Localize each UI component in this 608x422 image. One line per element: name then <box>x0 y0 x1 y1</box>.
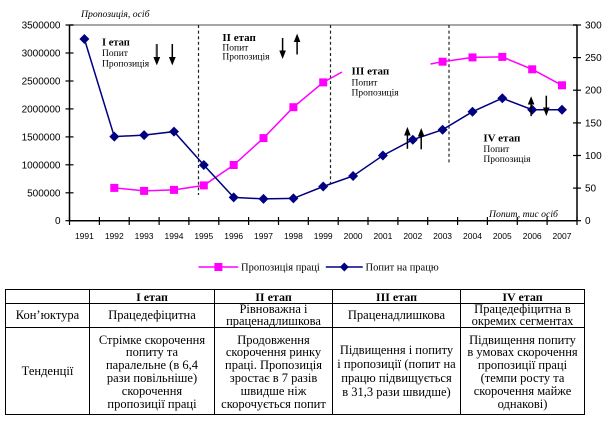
svg-text:3000000: 3000000 <box>22 49 61 60</box>
svg-text:Пропозиція: Пропозиція <box>483 155 531 165</box>
svg-text:200: 200 <box>585 86 602 97</box>
svg-text:1999: 1999 <box>314 231 333 241</box>
svg-text:250: 250 <box>585 53 602 64</box>
svg-text:Попит, тис осіб: Попит, тис осіб <box>488 209 559 220</box>
svg-text:Пропозиція: Пропозиція <box>352 88 400 98</box>
svg-text:Пропозиція праці: Пропозиція праці <box>241 263 320 274</box>
svg-text:0: 0 <box>585 216 591 227</box>
svg-text:300: 300 <box>585 21 602 32</box>
svg-text:II етап: II етап <box>222 32 256 44</box>
svg-text:0: 0 <box>55 216 61 227</box>
svg-text:2007: 2007 <box>553 231 572 241</box>
svg-text:1991: 1991 <box>75 231 94 241</box>
svg-text:2001: 2001 <box>373 231 392 241</box>
svg-text:Попит: Попит <box>102 49 129 59</box>
svg-text:Попит: Попит <box>483 145 510 155</box>
svg-text:Пропозиція: Пропозиція <box>102 60 150 70</box>
svg-text:1997: 1997 <box>254 231 273 241</box>
svg-text:1500000: 1500000 <box>22 132 61 143</box>
svg-text:100: 100 <box>585 151 602 162</box>
svg-text:I етап: I етап <box>102 38 130 49</box>
svg-text:1993: 1993 <box>135 231 154 241</box>
svg-text:50: 50 <box>585 184 597 195</box>
svg-text:Попит: Попит <box>222 44 249 54</box>
svg-text:2004: 2004 <box>463 231 482 241</box>
svg-text:2000000: 2000000 <box>22 104 61 115</box>
svg-text:2003: 2003 <box>433 231 452 241</box>
svg-text:150: 150 <box>585 118 602 129</box>
svg-text:2002: 2002 <box>403 231 422 241</box>
svg-text:2500000: 2500000 <box>22 77 61 88</box>
svg-text:Попит на працю: Попит на працю <box>366 263 439 274</box>
svg-text:2005: 2005 <box>493 231 512 241</box>
svg-text:1995: 1995 <box>194 231 213 241</box>
svg-text:500000: 500000 <box>27 188 61 199</box>
svg-text:2006: 2006 <box>523 231 542 241</box>
svg-text:1994: 1994 <box>165 231 184 241</box>
svg-text:1998: 1998 <box>284 231 303 241</box>
svg-text:1996: 1996 <box>224 231 243 241</box>
svg-text:Пропозиція, осіб: Пропозиція, осіб <box>80 9 151 20</box>
svg-text:1000000: 1000000 <box>22 160 61 171</box>
svg-text:3500000: 3500000 <box>22 21 61 32</box>
svg-text:1992: 1992 <box>105 231 124 241</box>
svg-text:Попит: Попит <box>352 78 379 88</box>
svg-text:Пропозиція: Пропозиція <box>222 53 270 63</box>
svg-text:IV етап: IV етап <box>483 132 521 144</box>
svg-text:2000: 2000 <box>344 231 363 241</box>
svg-text:III етап: III етап <box>352 65 390 77</box>
